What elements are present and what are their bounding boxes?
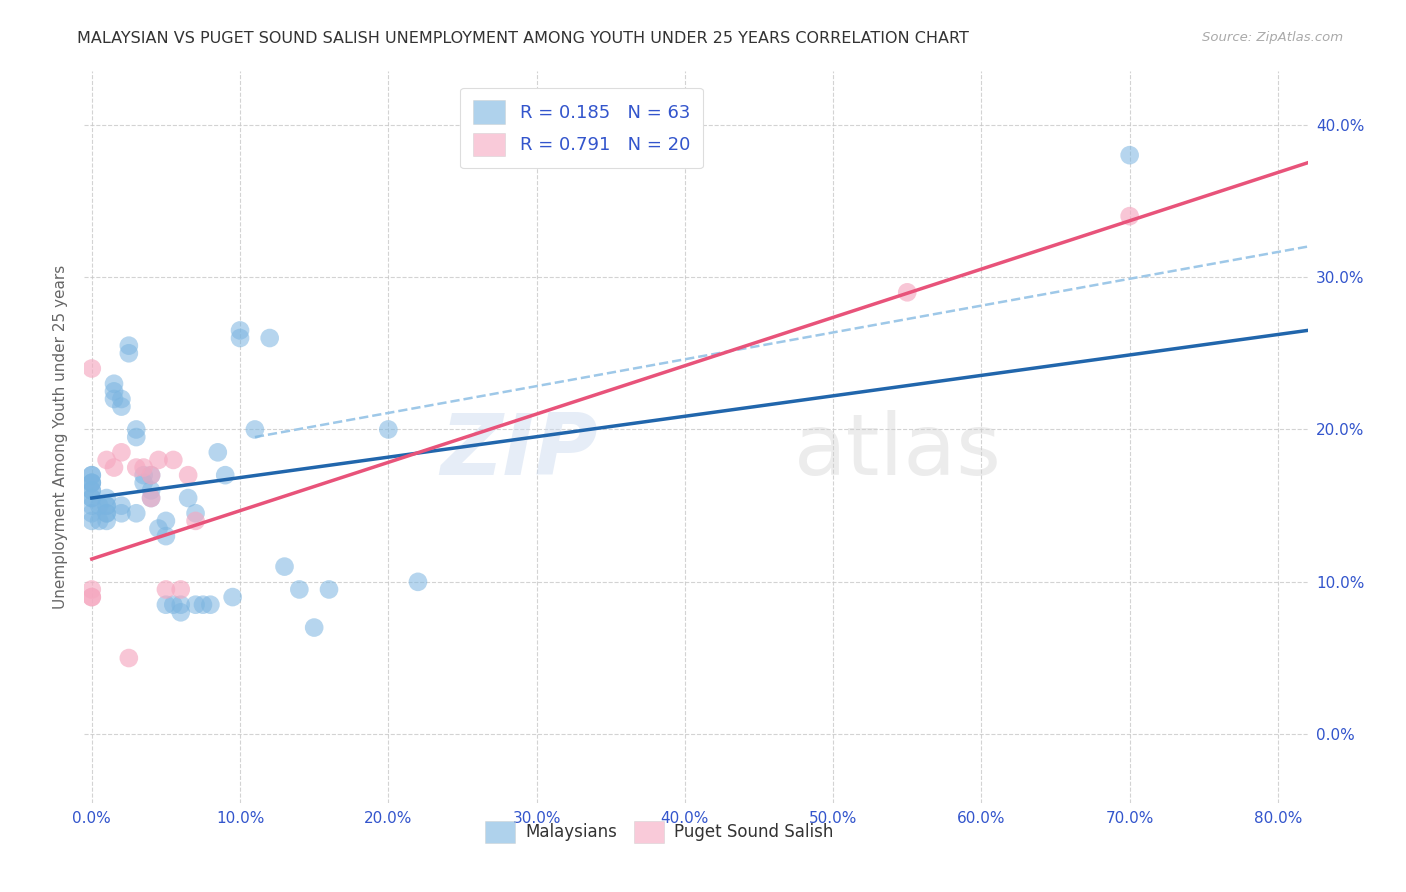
Point — [103, 384, 125, 399]
Point — [110, 445, 132, 459]
Point — [1118, 148, 1140, 162]
Point — [96, 499, 118, 513]
Text: Source: ZipAtlas.com: Source: ZipAtlas.com — [1202, 31, 1343, 45]
Point — [406, 574, 429, 589]
Point — [177, 468, 200, 483]
Y-axis label: Unemployment Among Youth under 25 years: Unemployment Among Youth under 25 years — [53, 265, 69, 609]
Point — [155, 598, 177, 612]
Point — [89, 499, 111, 513]
Point — [118, 346, 141, 360]
Point — [80, 491, 103, 505]
Point — [96, 499, 118, 513]
Point — [184, 598, 207, 612]
Point — [110, 506, 132, 520]
Point — [155, 529, 177, 543]
Point — [148, 521, 170, 535]
Text: ZIP: ZIP — [440, 410, 598, 493]
Point — [139, 491, 162, 505]
Point — [80, 491, 103, 505]
Point — [170, 605, 193, 619]
Point — [214, 468, 236, 483]
Point — [191, 598, 214, 612]
Point — [96, 506, 118, 520]
Legend: Malaysians, Puget Sound Salish: Malaysians, Puget Sound Salish — [478, 814, 839, 849]
Point — [125, 422, 148, 436]
Point — [118, 338, 141, 352]
Point — [103, 460, 125, 475]
Point — [80, 590, 103, 604]
Point — [80, 475, 103, 490]
Point — [80, 468, 103, 483]
Point — [96, 453, 118, 467]
Point — [80, 361, 103, 376]
Point — [155, 514, 177, 528]
Point — [110, 499, 132, 513]
Point — [229, 331, 252, 345]
Point — [80, 483, 103, 498]
Point — [221, 590, 243, 604]
Point — [80, 582, 103, 597]
Text: atlas: atlas — [794, 410, 1002, 493]
Point — [132, 460, 155, 475]
Point — [132, 475, 155, 490]
Point — [302, 621, 325, 635]
Point — [273, 559, 295, 574]
Point — [162, 598, 184, 612]
Point — [96, 506, 118, 520]
Point — [207, 445, 229, 459]
Point — [125, 460, 148, 475]
Point — [125, 430, 148, 444]
Point — [139, 468, 162, 483]
Point — [80, 468, 103, 483]
Point — [80, 475, 103, 490]
Point — [288, 582, 311, 597]
Point — [243, 422, 266, 436]
Point — [89, 514, 111, 528]
Point — [1118, 209, 1140, 223]
Point — [80, 499, 103, 513]
Point — [103, 392, 125, 406]
Text: MALAYSIAN VS PUGET SOUND SALISH UNEMPLOYMENT AMONG YOUTH UNDER 25 YEARS CORRELAT: MALAYSIAN VS PUGET SOUND SALISH UNEMPLOY… — [77, 31, 969, 46]
Point — [177, 491, 200, 505]
Point — [184, 514, 207, 528]
Point — [80, 514, 103, 528]
Point — [148, 453, 170, 467]
Point — [103, 376, 125, 391]
Point — [80, 483, 103, 498]
Point — [184, 506, 207, 520]
Point — [80, 506, 103, 520]
Point — [162, 453, 184, 467]
Point — [96, 514, 118, 528]
Point — [139, 483, 162, 498]
Point — [229, 323, 252, 337]
Point — [80, 475, 103, 490]
Point — [170, 582, 193, 597]
Point — [110, 400, 132, 414]
Point — [259, 331, 281, 345]
Point — [80, 590, 103, 604]
Point — [896, 285, 918, 300]
Point — [132, 468, 155, 483]
Point — [377, 422, 399, 436]
Point — [125, 506, 148, 520]
Point — [170, 598, 193, 612]
Point — [139, 491, 162, 505]
Point — [155, 582, 177, 597]
Point — [200, 598, 222, 612]
Point — [318, 582, 340, 597]
Point — [139, 468, 162, 483]
Point — [96, 491, 118, 505]
Point — [110, 392, 132, 406]
Point — [118, 651, 141, 665]
